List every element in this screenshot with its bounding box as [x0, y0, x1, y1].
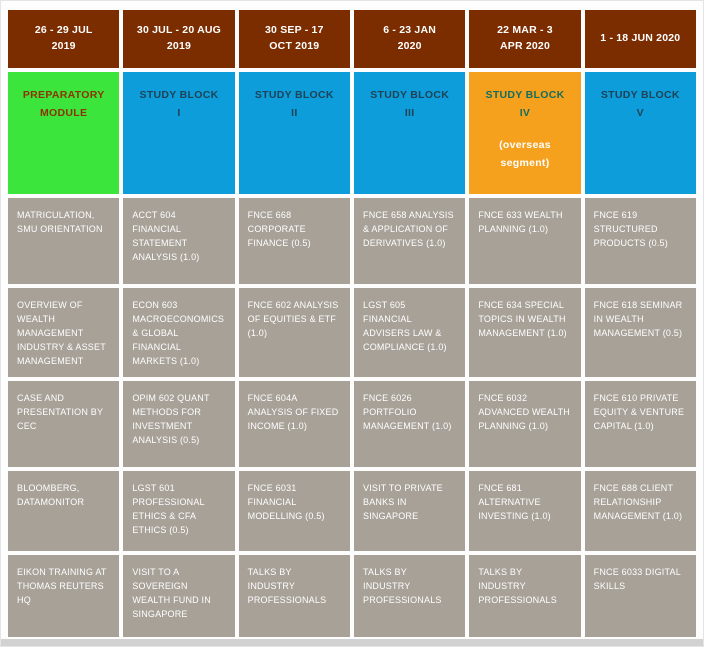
block-study-block-3-label: STUDY BLOCK III	[370, 89, 450, 119]
course-cell: FNCE 6026 PORTFOLIO MANAGEMENT (1.0)	[354, 381, 466, 467]
block-study-block-4-label: STUDY BLOCK IV	[485, 89, 565, 119]
course-cell: CASE AND PRESENTATION BY CEC	[8, 381, 120, 467]
course-cell: FNCE 604A ANALYSIS OF FIXED INCOME (1.0)	[238, 381, 350, 467]
bottom-edge-strip	[1, 639, 703, 646]
course-cell: FNCE 6031 FINANCIAL MODELLING (0.5)	[238, 471, 350, 551]
course-cell: VISIT TO A SOVEREIGN WEALTH FUND IN SING…	[123, 555, 235, 637]
block-study-block-2: STUDY BLOCK II	[238, 72, 350, 194]
block-study-block-1-label: STUDY BLOCK I	[139, 89, 219, 119]
block-study-block-5: STUDY BLOCK V	[584, 72, 696, 194]
block-study-block-2-label: STUDY BLOCK II	[254, 89, 334, 119]
course-cell: FNCE 618 SEMINAR IN WEALTH MANAGEMENT (0…	[584, 288, 696, 377]
date-header-col3: 30 SEP - 17 OCT 2019	[238, 10, 350, 68]
course-cell: FNCE 634 SPECIAL TOPICS IN WEALTH MANAGE…	[469, 288, 581, 377]
course-cell: FNCE 658 ANALYSIS & APPLICATION OF DERIV…	[354, 198, 466, 284]
course-cell: FNCE 6033 DIGITAL SKILLS	[584, 555, 696, 637]
course-cell: EIKON TRAINING AT THOMAS REUTERS HQ	[8, 555, 120, 637]
course-cell: LGST 601 PROFESSIONAL ETHICS & CFA ETHIC…	[123, 471, 235, 551]
course-cell: FNCE 668 CORPORATE FINANCE (0.5)	[238, 198, 350, 284]
course-cell: TALKS BY INDUSTRY PROFESSIONALS	[354, 555, 466, 637]
course-cell: FNCE 619 STRUCTURED PRODUCTS (0.5)	[584, 198, 696, 284]
course-cell: ACCT 604 FINANCIAL STATEMENT ANALYSIS (1…	[123, 198, 235, 284]
course-cell: FNCE 610 PRIVATE EQUITY & VENTURE CAPITA…	[584, 381, 696, 467]
course-cell: FNCE 688 CLIENT RELATIONSHIP MANAGEMENT …	[584, 471, 696, 551]
course-cell: FNCE 633 WEALTH PLANNING (1.0)	[469, 198, 581, 284]
course-cell: OVERVIEW OF WEALTH MANAGEMENT INDUSTRY &…	[8, 288, 120, 377]
course-cell: FNCE 681 ALTERNATIVE INVESTING (1.0)	[469, 471, 581, 551]
course-cell: TALKS BY INDUSTRY PROFESSIONALS	[469, 555, 581, 637]
date-header-col2: 30 JUL - 20 AUG 2019	[123, 10, 235, 68]
course-cell: FNCE 602 ANALYSIS OF EQUITIES & ETF (1.0…	[238, 288, 350, 377]
curriculum-table: 26 - 29 JUL 2019 30 JUL - 20 AUG 2019 30…	[8, 10, 696, 637]
date-header-col6: 1 - 18 JUN 2020	[584, 10, 696, 68]
block-study-block-4: STUDY BLOCK IV (overseas segment)	[469, 72, 581, 194]
course-cell: LGST 605 FINANCIAL ADVISERS LAW & COMPLI…	[354, 288, 466, 377]
course-cell: FNCE 6032 ADVANCED WEALTH PLANNING (1.0)	[469, 381, 581, 467]
block-study-block-1: STUDY BLOCK I	[123, 72, 235, 194]
block-study-block-5-label: STUDY BLOCK V	[600, 89, 680, 119]
course-cell: OPIM 602 QUANT METHODS FOR INVESTMENT AN…	[123, 381, 235, 467]
block-study-block-3: STUDY BLOCK III	[354, 72, 466, 194]
block-preparatory-module: PREPARATORY MODULE	[8, 72, 120, 194]
date-header-col4: 6 - 23 JAN 2020	[354, 10, 466, 68]
block-preparatory-label: PREPARATORY MODULE	[22, 89, 105, 119]
course-cell: ECON 603 MACROECONOMICS & GLOBAL FINANCI…	[123, 288, 235, 377]
date-header-col1: 26 - 29 JUL 2019	[8, 10, 120, 68]
date-header-col5: 22 MAR - 3 APR 2020	[469, 10, 581, 68]
course-cell: VISIT TO PRIVATE BANKS IN SINGAPORE	[354, 471, 466, 551]
course-cell: TALKS BY INDUSTRY PROFESSIONALS	[238, 555, 350, 637]
course-cell: BLOOMBERG, DATAMONITOR	[8, 471, 120, 551]
course-cell: MATRICULATION, SMU ORIENTATION	[8, 198, 120, 284]
overseas-segment-label: (overseas segment)	[499, 138, 551, 169]
